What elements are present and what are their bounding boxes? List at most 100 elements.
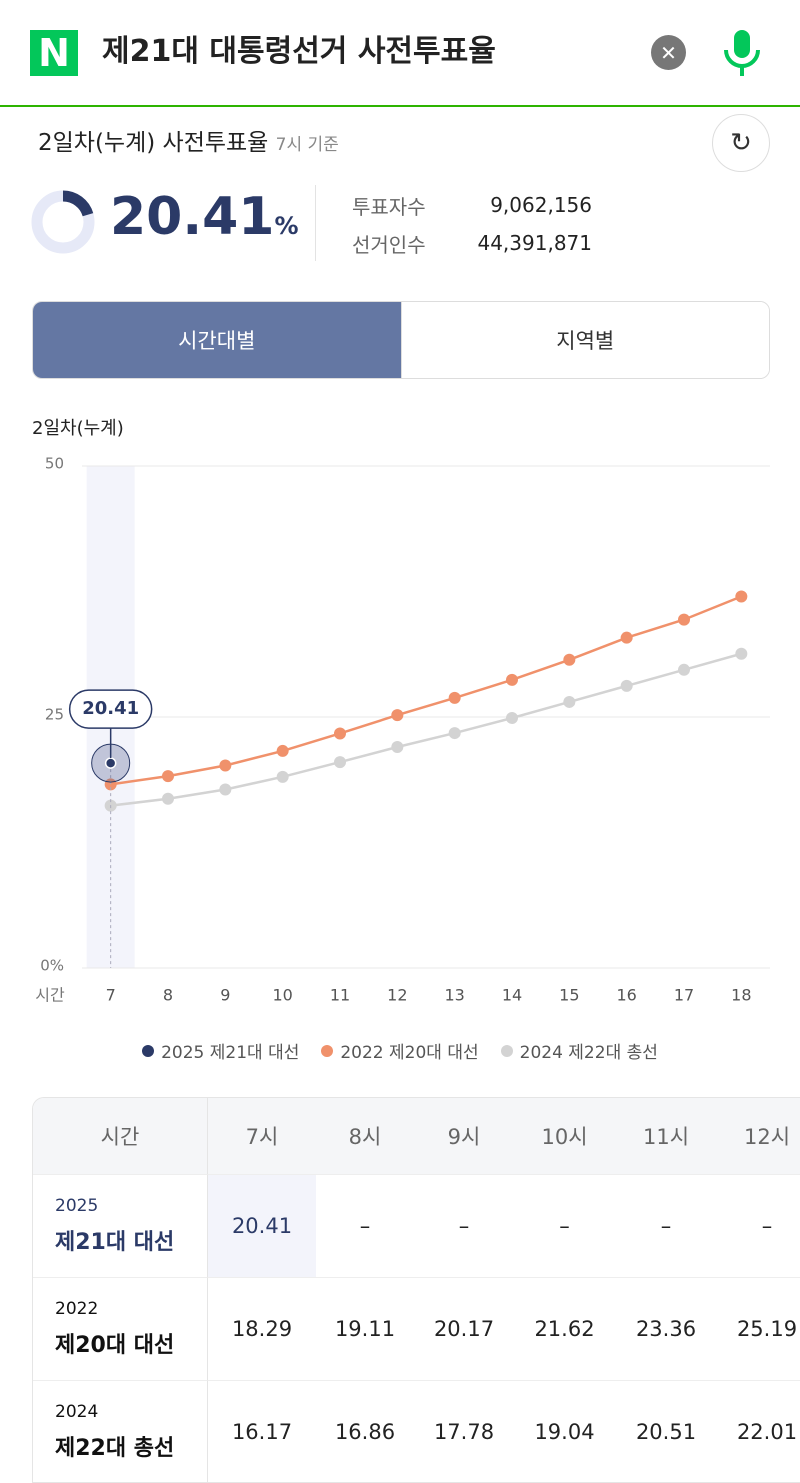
table: 시간 7시 8시 9시 10시 11시 12시 2025 제21대 대선 20.41– – – – –20… [32, 1097, 800, 1483]
tooltip-label: 20.41 [82, 698, 139, 719]
point [678, 663, 690, 676]
table-cell: 17.78 [414, 1381, 514, 1482]
point [620, 679, 633, 692]
legend-swatch [500, 1044, 513, 1057]
mic-button[interactable] [720, 28, 766, 80]
x-tick-label: 16 [616, 986, 636, 1005]
point [219, 759, 232, 772]
x-tick-label: 12 [387, 986, 407, 1005]
point [678, 613, 690, 626]
point [162, 792, 174, 805]
tab[interactable]: 시간대별 [33, 302, 401, 378]
x-axis-label: 시간 [35, 986, 65, 1005]
search-bar: N 제21대 대통령선거 사전투표율 ✕ [0, 0, 800, 107]
table-row: 2025 제21대 대선 20.41– – – – – [33, 1175, 800, 1278]
clear-button[interactable]: ✕ [651, 35, 686, 70]
legend-item: 2025 제21대 대선 [142, 1038, 299, 1063]
stat-label: 선거인수 [352, 232, 426, 257]
x-tick-label: 10 [272, 986, 292, 1005]
tooltip [68, 689, 153, 729]
row-name: 제20대 대선 [55, 1333, 175, 1358]
row-header: 2024 제22대 총선 [33, 1381, 208, 1482]
stat-row: 선거인수 44,391,871 [352, 224, 592, 262]
x-tick-label: 15 [559, 986, 579, 1005]
time-note: 7시 기준 [275, 135, 339, 155]
legend-swatch [321, 1044, 334, 1057]
table-cell: – [514, 1175, 615, 1278]
rate: 20.41% [110, 184, 299, 262]
x-tick-label: 7 [106, 986, 116, 1005]
legend: 2025 제21대 대선 2022 제20대 대선 2024 제22대 총선 [0, 1038, 800, 1063]
table-cell: 16.86 [316, 1381, 414, 1482]
series-line [110, 595, 742, 786]
point [276, 744, 289, 757]
rate-donut [31, 190, 95, 254]
table-cell: 25.19 [717, 1278, 800, 1381]
stat-row: 투표자수 9,062,156 [352, 186, 592, 224]
legend-swatch [142, 1044, 155, 1057]
table-cell: 20.51 [615, 1381, 717, 1482]
table-cell: 19.04 [514, 1381, 615, 1482]
chart-subtitle: 2일차(누계) [32, 418, 124, 439]
tab[interactable]: 지역별 [400, 302, 769, 378]
x-tick-label: 8 [163, 986, 173, 1005]
refresh-button[interactable]: ↻ [712, 114, 770, 172]
point [506, 673, 518, 686]
point [506, 712, 518, 725]
row-header: 2025 제21대 대선 [33, 1175, 208, 1278]
point [162, 770, 174, 783]
point [334, 727, 346, 740]
table-cell: – [717, 1175, 800, 1278]
header-cell: 7시 [208, 1098, 316, 1175]
row-year: 2022 [55, 1299, 99, 1319]
row-name: 제22대 총선 [55, 1436, 175, 1461]
legend-label: 2024 제22대 총선 [519, 1043, 658, 1063]
x-tick-label: 11 [330, 986, 350, 1005]
search-query[interactable]: 제21대 대통령선거 사전투표율 [102, 34, 496, 69]
table-cell: 22.01 [717, 1381, 800, 1482]
point [334, 756, 346, 769]
point [219, 783, 232, 796]
logo[interactable]: N [30, 30, 78, 76]
point [391, 709, 404, 722]
rate-value: 20.41 [110, 187, 275, 247]
rate-unit: % [274, 212, 299, 240]
table-row: 2024 제22대 총선 16.17 16.86 17.78 19.04 20.51 22.0… [33, 1381, 800, 1482]
y-tick-label: 0% [40, 957, 64, 975]
point [276, 770, 289, 783]
header-cell: 11시 [615, 1098, 717, 1175]
table-cell: 18.29 [208, 1278, 316, 1381]
donut-arc [31, 190, 95, 254]
x-tick-label: 9 [220, 986, 230, 1005]
header-cell: 10시 [514, 1098, 615, 1175]
series-line [110, 652, 742, 807]
x-tick-label: 13 [444, 986, 464, 1005]
row-year: 2025 [55, 1196, 99, 1216]
table-cell: – [414, 1175, 514, 1278]
header-cell: 12시 [717, 1098, 800, 1175]
point [391, 741, 404, 754]
point [563, 695, 576, 708]
point [448, 691, 461, 704]
y-tick-label: 25 [45, 706, 64, 724]
x-tick-label: 17 [674, 986, 694, 1005]
tabs: 시간대별 지역별 [32, 301, 770, 379]
point [620, 631, 633, 644]
chart: 0% 25 50 시간 7 8 9 10 11 12 13 14 15 16 17 18 20.41 [35, 455, 770, 1005]
header-cell: 9시 [414, 1098, 514, 1175]
y-tick-label: 50 [45, 455, 64, 473]
point [104, 757, 117, 769]
table-cell: 19.11 [316, 1278, 414, 1381]
row-header: 2022 제20대 대선 [33, 1278, 208, 1381]
point [563, 653, 576, 666]
table-cell: 23.36 [615, 1278, 717, 1381]
legend-label: 2022 제20대 대선 [340, 1043, 479, 1063]
row-year: 2024 [55, 1402, 99, 1422]
stats: 투표자수 9,062,156 선거인수 44,391,871 [352, 186, 592, 262]
point [448, 727, 461, 740]
summary-title: 2일차(누계) 사전투표율 7시 기준 [38, 128, 339, 160]
legend-item: 2022 제20대 대선 [321, 1038, 479, 1063]
table-header: 시간 7시 8시 9시 10시 11시 12시 [33, 1098, 800, 1175]
row-name: 제21대 대선 [55, 1230, 175, 1255]
